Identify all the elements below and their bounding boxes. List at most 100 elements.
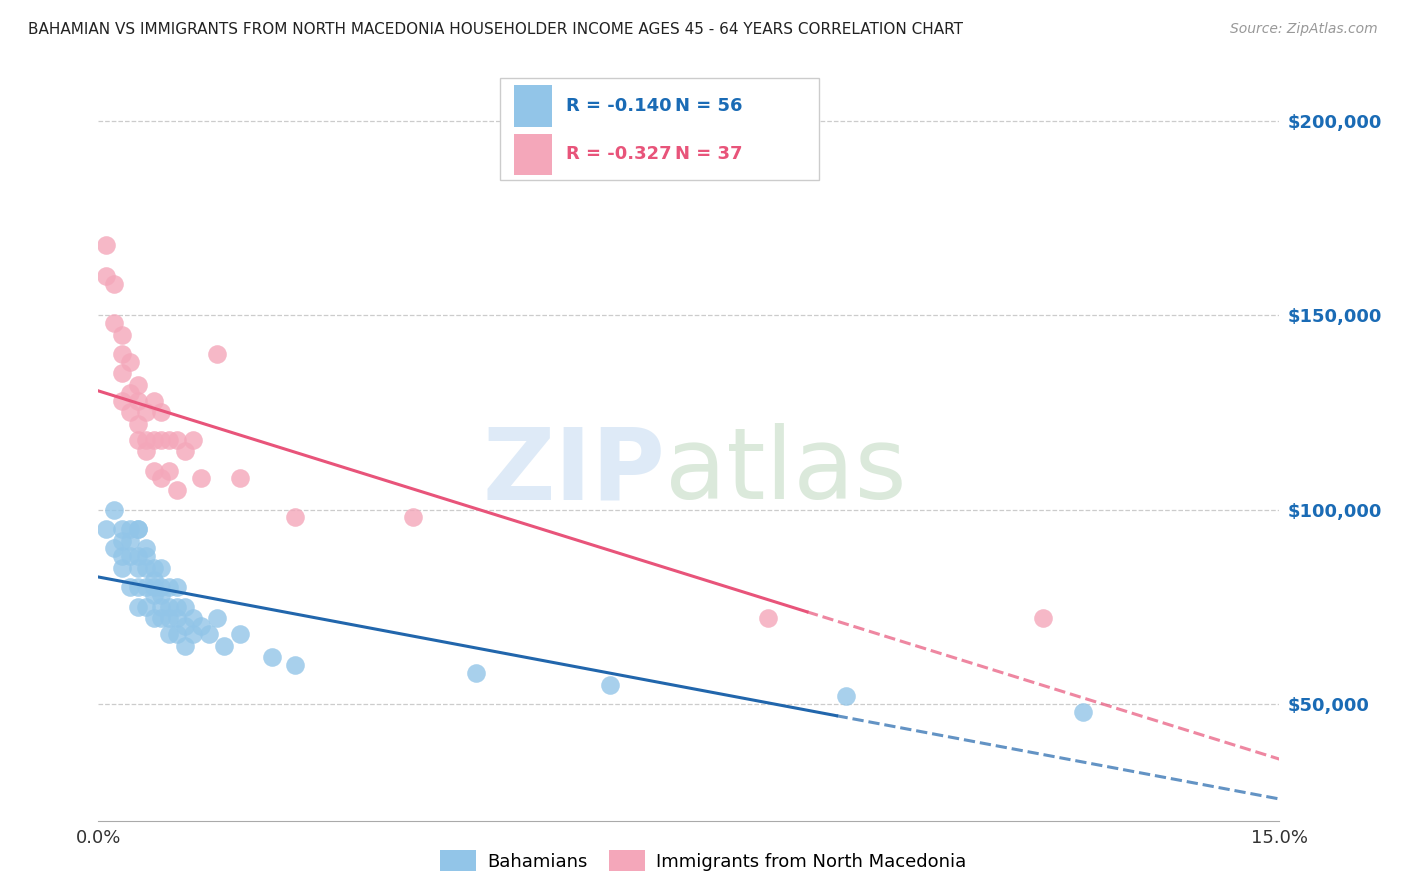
Point <box>142 393 165 408</box>
Text: Source: ZipAtlas.com: Source: ZipAtlas.com <box>1230 22 1378 37</box>
Point <box>166 611 188 625</box>
Point <box>465 665 488 680</box>
Point <box>190 471 212 485</box>
Text: R = -0.140: R = -0.140 <box>567 97 672 115</box>
Point <box>835 690 858 704</box>
Point <box>127 393 149 408</box>
Point <box>127 561 149 575</box>
Point <box>157 599 180 614</box>
Point <box>103 277 125 291</box>
Point <box>174 619 197 633</box>
Point <box>166 627 188 641</box>
Point <box>103 502 125 516</box>
Point <box>111 393 134 408</box>
Point <box>150 588 173 602</box>
Point <box>174 444 197 458</box>
Point <box>150 611 173 625</box>
Point <box>142 433 165 447</box>
Point <box>127 378 149 392</box>
Point <box>214 639 236 653</box>
Point <box>127 433 149 447</box>
Point <box>111 327 134 342</box>
Point <box>127 549 149 564</box>
Point <box>157 433 180 447</box>
Point <box>135 444 157 458</box>
Point <box>150 471 173 485</box>
Point <box>260 650 283 665</box>
Text: atlas: atlas <box>665 424 907 520</box>
Point <box>135 599 157 614</box>
Point <box>150 580 173 594</box>
Point <box>756 611 779 625</box>
Point <box>284 658 307 673</box>
Point <box>157 611 180 625</box>
Point <box>111 561 134 575</box>
Point <box>229 627 252 641</box>
Point <box>111 549 134 564</box>
Point <box>103 316 125 330</box>
Point <box>229 471 252 485</box>
Point <box>150 405 173 419</box>
Point <box>1032 611 1054 625</box>
Point <box>150 433 173 447</box>
Point <box>111 522 134 536</box>
Point <box>118 580 141 594</box>
Point <box>127 522 149 536</box>
Point <box>190 619 212 633</box>
Point <box>135 549 157 564</box>
Point <box>157 464 180 478</box>
Point <box>166 599 188 614</box>
Text: N = 56: N = 56 <box>675 97 742 115</box>
Point <box>157 627 180 641</box>
Point <box>157 580 180 594</box>
Text: R = -0.327: R = -0.327 <box>567 145 672 163</box>
Point <box>142 561 165 575</box>
Point <box>1071 705 1094 719</box>
Point <box>118 533 141 548</box>
Point <box>127 599 149 614</box>
Text: ZIP: ZIP <box>482 424 665 520</box>
Point <box>174 639 197 653</box>
FancyBboxPatch shape <box>515 134 553 175</box>
Point <box>111 347 134 361</box>
Point <box>118 522 141 536</box>
Point <box>181 611 204 625</box>
Point <box>181 433 204 447</box>
Legend: Bahamians, Immigrants from North Macedonia: Bahamians, Immigrants from North Macedon… <box>433 843 973 879</box>
Point <box>96 238 118 252</box>
Point <box>402 510 425 524</box>
Point <box>284 510 307 524</box>
FancyBboxPatch shape <box>515 86 553 128</box>
Point <box>118 386 141 401</box>
Point <box>166 433 188 447</box>
Point <box>150 561 173 575</box>
Text: BAHAMIAN VS IMMIGRANTS FROM NORTH MACEDONIA HOUSEHOLDER INCOME AGES 45 - 64 YEAR: BAHAMIAN VS IMMIGRANTS FROM NORTH MACEDO… <box>28 22 963 37</box>
Point <box>166 483 188 497</box>
Point <box>142 611 165 625</box>
Point <box>205 347 228 361</box>
Point <box>96 522 118 536</box>
Point <box>166 580 188 594</box>
Point <box>111 533 134 548</box>
FancyBboxPatch shape <box>501 78 818 180</box>
Point <box>135 433 157 447</box>
Text: N = 37: N = 37 <box>675 145 742 163</box>
Point <box>135 405 157 419</box>
Point <box>599 677 621 691</box>
Point <box>118 405 141 419</box>
Point <box>142 464 165 478</box>
Point <box>118 355 141 369</box>
Point <box>127 580 149 594</box>
Point <box>142 588 165 602</box>
Point <box>135 561 157 575</box>
Point <box>150 599 173 614</box>
Point <box>197 627 219 641</box>
Point <box>96 269 118 284</box>
Point <box>127 417 149 431</box>
Point <box>174 599 197 614</box>
Point <box>142 580 165 594</box>
Point <box>135 541 157 556</box>
Point <box>135 580 157 594</box>
Point <box>205 611 228 625</box>
Point <box>142 573 165 587</box>
